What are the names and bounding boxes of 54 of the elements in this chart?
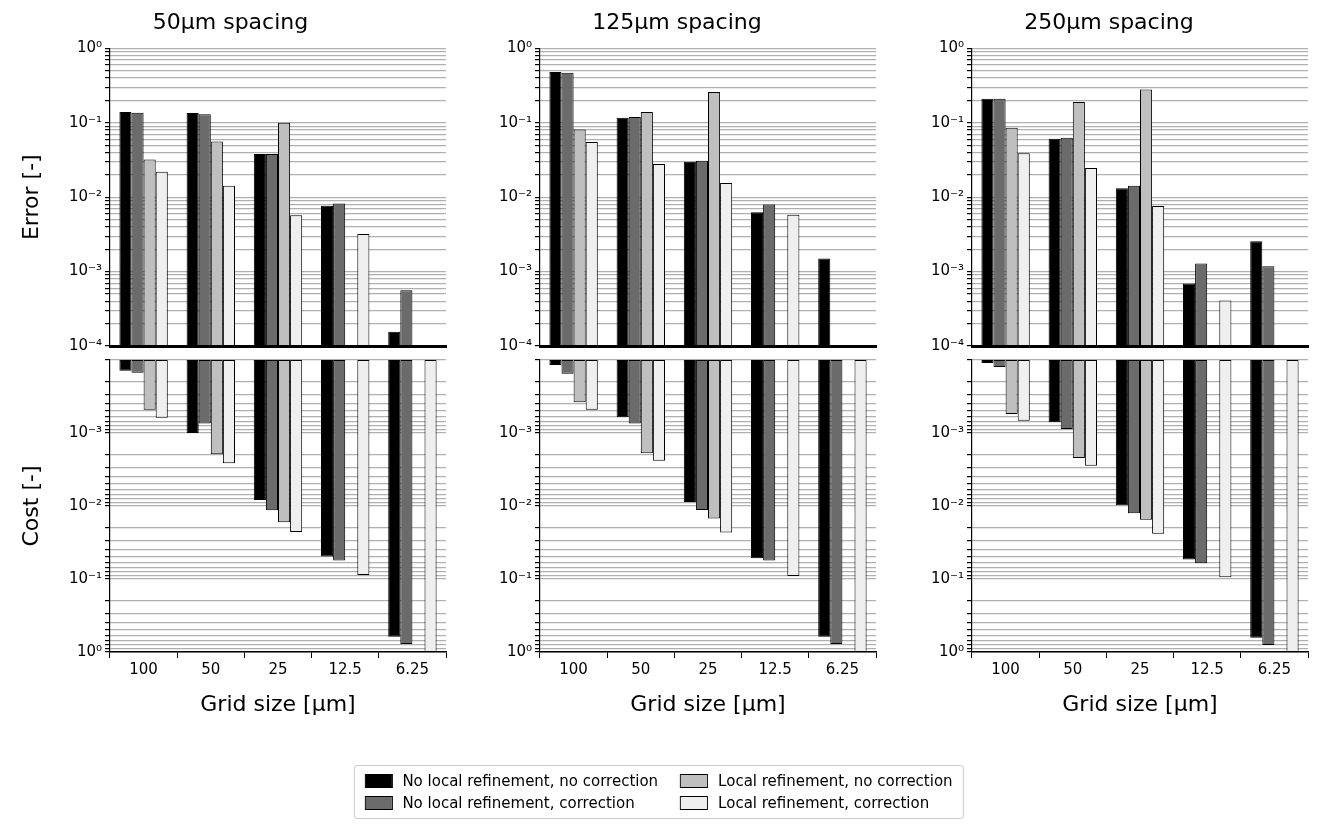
x-tick-label: 25 [268,659,288,678]
x-axis-title: Grid size [μm] [630,690,786,716]
x-tick-label: 12.5 [328,659,362,678]
y-tick-label: 10⁻⁴ [498,335,532,354]
x-tick-label: 6.25 [1257,659,1292,678]
legend-label: No local refinement, no correction [402,772,659,790]
x-tick-label: 50 [631,659,651,678]
y-tick-label: 10⁻² [68,495,102,514]
chart-title: 50μm spacing [152,8,309,34]
y-tick-label: 10⁻¹ [68,112,102,131]
x-tick-label: 100 [129,659,158,678]
x-axis-title: Grid size [μm] [200,690,356,716]
y-axis-title: Cost [-] [17,465,43,547]
y-tick-label: 10⁻² [498,187,532,206]
y-tick-label: 10⁰ [938,38,964,57]
y-axis-title: Error [-] [17,154,43,241]
x-axis-title: Grid size [μm] [1062,690,1218,716]
legend-label: No local refinement, correction [402,794,635,812]
x-tick-label: 100 [559,659,588,678]
y-tick-label: 10⁻¹ [68,568,102,587]
x-tick-label: 25 [1130,659,1150,678]
y-tick-label: 10⁻³ [930,422,964,441]
y-tick-label: 10⁻³ [68,422,102,441]
y-tick-label: 10⁰ [506,38,532,57]
legend-label: Local refinement, correction [718,794,930,812]
x-tick-label: 6.25 [395,659,430,678]
legend-label: Local refinement, no correction [718,772,953,790]
x-tick-label: 6.25 [825,659,860,678]
y-tick-label: 10⁻² [930,495,964,514]
x-tick-label: 100 [991,659,1020,678]
y-tick-label: 10⁻¹ [498,568,532,587]
y-tick-label: 10⁻³ [498,422,532,441]
y-tick-label: 10⁻² [930,187,964,206]
y-tick-label: 10⁰ [76,38,102,57]
x-tick-label: 50 [201,659,221,678]
y-tick-label: 10⁰ [506,641,532,660]
y-tick-label: 10⁻³ [498,261,532,280]
x-tick-label: 12.5 [1190,659,1224,678]
y-tick-label: 10⁻² [498,495,532,514]
chart-title: 250μm spacing [1024,8,1194,34]
x-tick-label: 12.5 [758,659,792,678]
y-tick-label: 10⁻⁴ [930,335,964,354]
chart-title: 125μm spacing [592,8,762,34]
y-tick-label: 10⁻³ [930,261,964,280]
y-tick-label: 10⁻³ [68,261,102,280]
y-tick-label: 10⁻¹ [930,568,964,587]
x-tick-label: 25 [698,659,718,678]
y-tick-label: 10⁻¹ [930,112,964,131]
y-tick-label: 10⁰ [76,641,102,660]
y-tick-label: 10⁻² [68,187,102,206]
y-tick-label: 10⁻¹ [498,112,532,131]
y-tick-label: 10⁰ [938,641,964,660]
y-tick-label: 10⁻⁴ [68,335,102,354]
x-tick-label: 50 [1063,659,1083,678]
